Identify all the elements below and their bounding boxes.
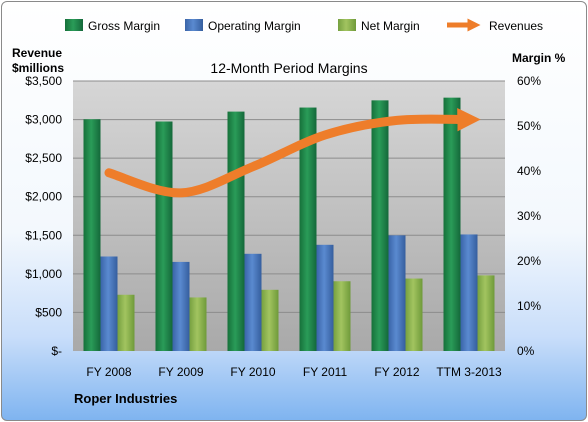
right-tick-label: 60% [517, 74, 541, 88]
legend-swatch-net-margin [338, 19, 356, 31]
legend: Gross Margin Operating Margin Net Margin… [65, 18, 543, 33]
right-tick-label: 30% [517, 209, 541, 223]
category-labels: FY 2008 FY 2009 FY 2010 FY 2011 FY 2012 TTM 3… [86, 365, 502, 379]
legend-label-revenues: Revenues [489, 19, 543, 33]
revenue-line-layer [104, 107, 481, 198]
right-tick-label: 20% [517, 254, 541, 268]
left-tick-label: $1,000 [25, 267, 62, 281]
category-label: FY 2010 [230, 365, 275, 379]
left-tick-label: $1,500 [25, 228, 62, 242]
legend-label-operating-margin: Operating Margin [208, 19, 301, 33]
bar-operating-margin-fy-2009 [172, 261, 190, 351]
bar-net-margin-fy-2012 [405, 278, 423, 351]
left-tick-label: $2,500 [25, 151, 62, 165]
plot-area [73, 81, 505, 351]
bar-gross-margin-fy-2008 [83, 119, 101, 351]
left-tick-label: $3,000 [25, 113, 62, 127]
bar-gross-margin-fy-2010 [227, 111, 245, 351]
bar-net-margin-fy-2010 [261, 289, 279, 351]
right-tick-label: 40% [517, 164, 541, 178]
category-label: FY 2011 [303, 365, 348, 379]
company-name: Roper Industries [74, 391, 177, 406]
bar-gross-margin-ttm-3-2013 [443, 97, 461, 352]
category-label: FY 2012 [374, 365, 419, 379]
legend-label-net-margin: Net Margin [361, 19, 420, 33]
legend-item-gross-margin: Gross Margin [65, 19, 160, 33]
right-axis-title: Margin % [512, 51, 566, 65]
bar-net-margin-fy-2011 [333, 281, 351, 351]
left-tick-label: $500 [35, 305, 62, 319]
bar-operating-margin-ttm-3-2013 [460, 234, 478, 351]
left-tick-label: $3,500 [25, 74, 62, 88]
legend-item-revenues: Revenues [447, 18, 543, 33]
category-label: FY 2009 [158, 365, 203, 379]
category-label: FY 2008 [86, 365, 131, 379]
left-tick-label: $- [51, 344, 62, 358]
right-tick-label: 0% [517, 344, 535, 358]
legend-swatch-gross-margin [65, 19, 83, 31]
bar-gross-margin-fy-2011 [299, 107, 317, 351]
legend-label-gross-margin: Gross Margin [88, 19, 160, 33]
right-tick-label: 10% [517, 299, 541, 313]
bar-net-margin-fy-2008 [117, 294, 135, 351]
bar-net-margin-ttm-3-2013 [477, 275, 495, 351]
chart-title: 12-Month Period Margins [210, 60, 367, 76]
bar-net-margin-fy-2009 [189, 297, 207, 351]
bar-gross-margin-fy-2012 [371, 100, 389, 351]
left-axis-ticks: $- $500 $1,000 $1,500 $2,000 $2,500 $3,000 $3,5… [25, 74, 62, 358]
legend-swatch-operating-margin [185, 19, 203, 31]
bar-gross-margin-fy-2009 [155, 121, 173, 351]
bar-operating-margin-fy-2008 [100, 256, 118, 351]
revenue-line [104, 107, 481, 198]
bar-operating-margin-fy-2012 [388, 235, 406, 351]
category-label: TTM 3-2013 [436, 365, 502, 379]
right-tick-label: 50% [517, 119, 541, 133]
bar-operating-margin-fy-2011 [316, 244, 334, 351]
left-axis-title-line1: Revenue [12, 46, 62, 60]
legend-item-net-margin: Net Margin [338, 19, 420, 33]
right-axis-ticks: 0% 10% 20% 30% 40% 50% 60% [517, 74, 541, 358]
legend-item-operating-margin: Operating Margin [185, 19, 301, 33]
left-tick-label: $2,000 [25, 190, 62, 204]
left-axis-title-line2: $millions [12, 61, 64, 75]
bar-operating-margin-fy-2010 [244, 253, 262, 351]
